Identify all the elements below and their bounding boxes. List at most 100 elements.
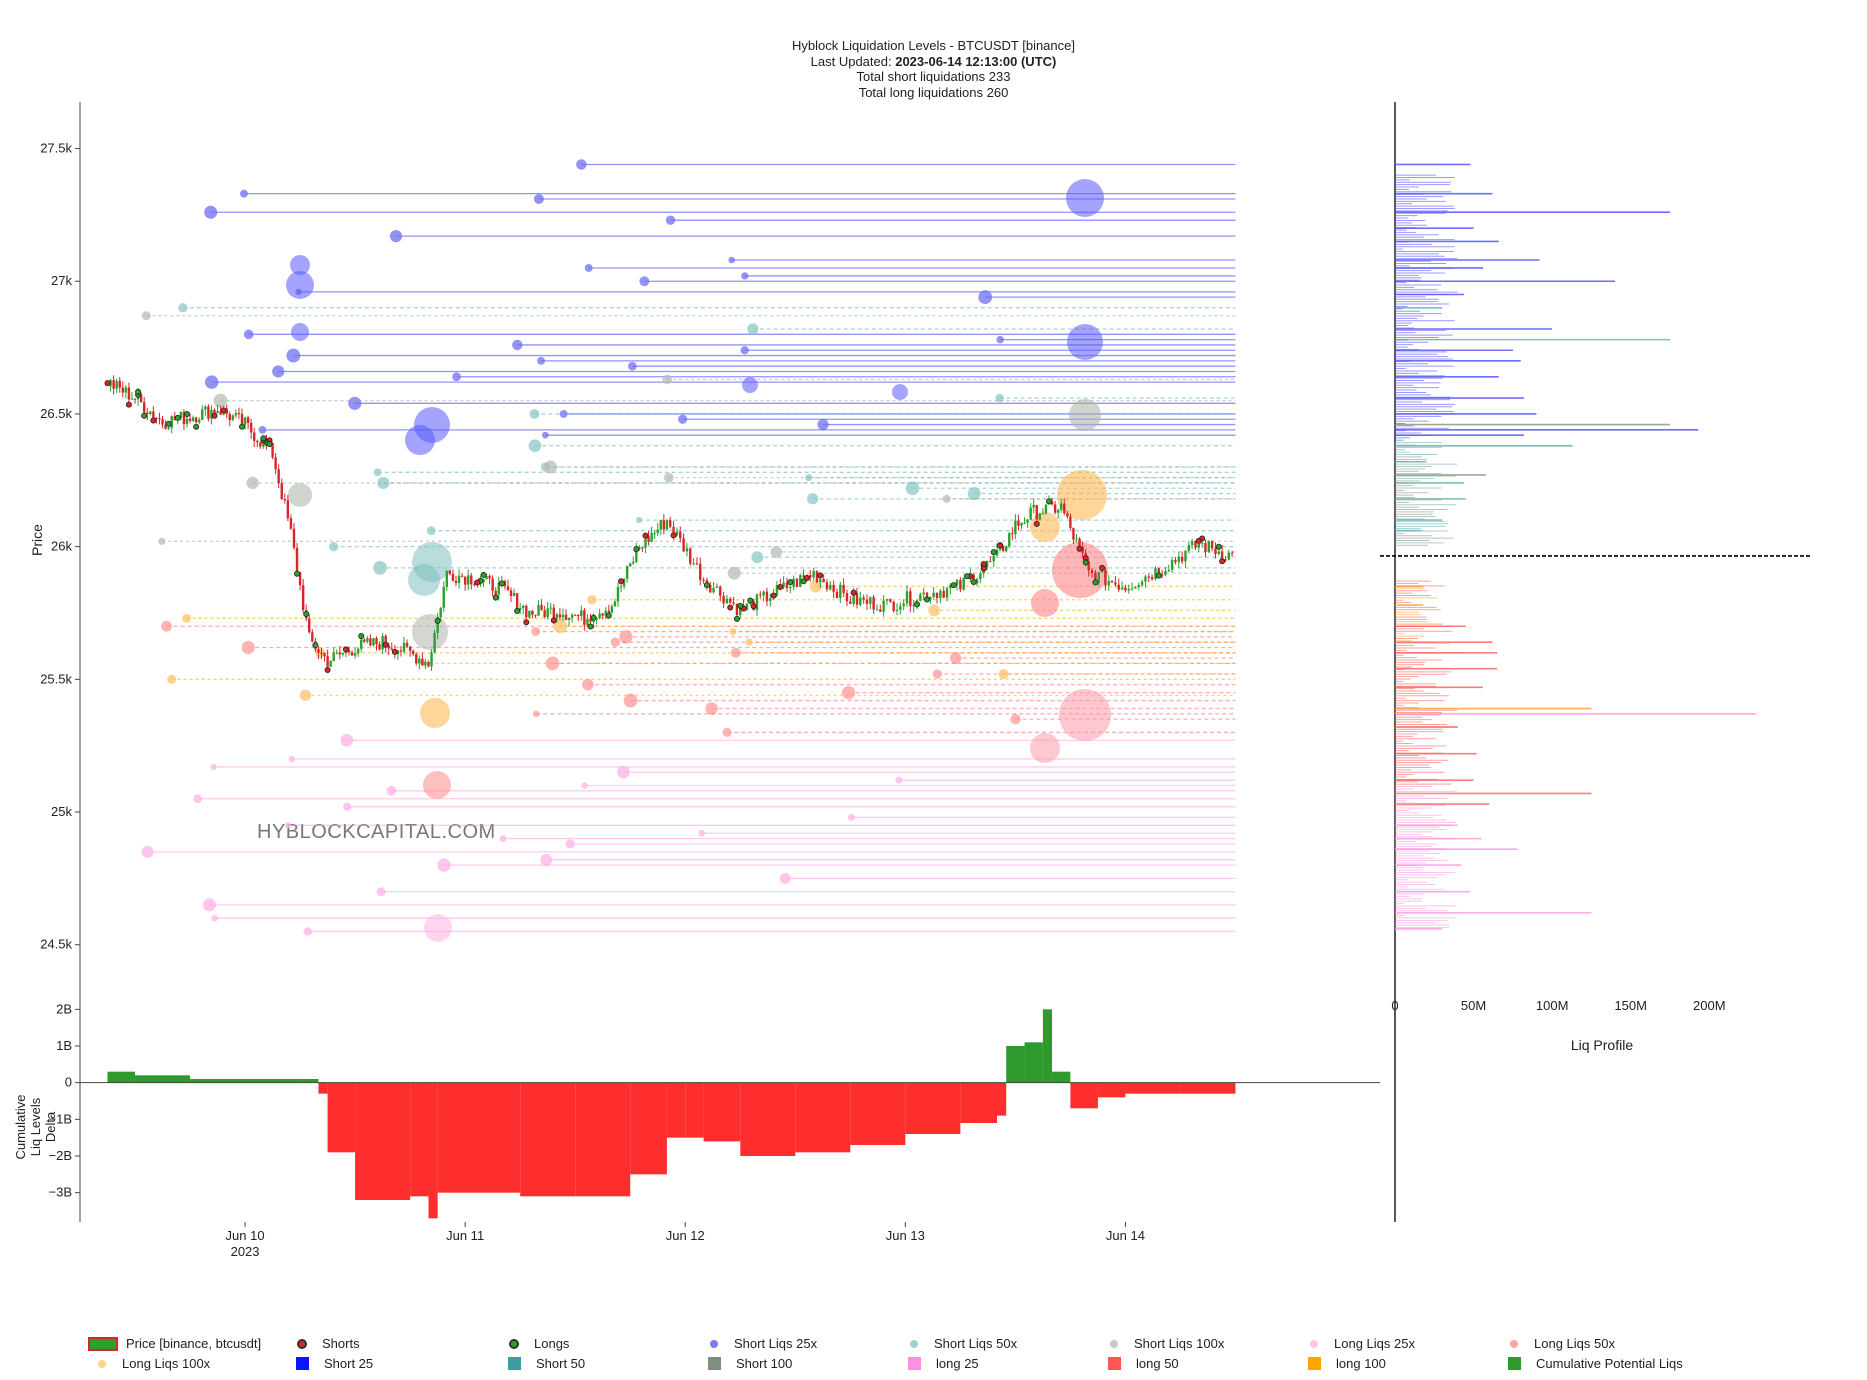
cum-delta-negative-bar: [355, 1082, 411, 1200]
price-candle-body: [1200, 543, 1204, 545]
legend-label: long 100: [1336, 1356, 1386, 1371]
cum-delta-negative-bar: [1180, 1082, 1236, 1094]
liq-bubble: [420, 698, 450, 728]
liq-level-origin-short-25x: [740, 346, 749, 355]
liq-level-origin-long-25x: [617, 765, 630, 779]
price-candle-body: [929, 596, 932, 600]
price-candle-body: [555, 614, 559, 619]
legend-item-long-50[interactable]: long 50: [1100, 1356, 1179, 1371]
price-candle-body: [271, 443, 274, 458]
legend-item-short-liqs-100x[interactable]: Short Liqs 100x: [1100, 1336, 1224, 1351]
price-candle-body: [564, 614, 568, 621]
legend-item-cumulative-potential-liqs[interactable]: Cumulative Potential Liqs: [1500, 1356, 1683, 1371]
long-marker: [312, 642, 319, 649]
price-candle-body: [842, 584, 845, 593]
price-candle-body: [1011, 533, 1014, 535]
legend-item-short-liqs-50x[interactable]: Short Liqs 50x: [900, 1336, 1017, 1351]
legend-item-short-100[interactable]: Short 100: [700, 1356, 792, 1371]
price-candle-body: [451, 573, 455, 581]
long-marker: [950, 582, 957, 589]
price-candle-body: [1035, 504, 1038, 520]
long-marker: [498, 580, 505, 587]
liq-level-origin-long-25x: [386, 785, 397, 796]
long-marker: [239, 423, 246, 430]
price-candle-body: [1078, 538, 1081, 548]
price-candle-body: [243, 417, 247, 425]
price-series: [104, 375, 1234, 674]
short-marker: [382, 641, 389, 648]
price-candle-body: [583, 610, 586, 625]
price-candle-body: [283, 498, 287, 501]
price-candle-body: [335, 652, 338, 654]
liq-level-origin-short-25x: [512, 339, 523, 351]
price-candle-body: [1094, 572, 1097, 583]
price-candle-body: [1230, 552, 1234, 554]
liq-level-origin-short-25x: [204, 375, 219, 389]
legend-item-short-25[interactable]: Short 25: [288, 1356, 373, 1371]
price-candle-body: [719, 586, 722, 596]
cum-delta-negative-bar: [575, 1082, 631, 1197]
legend-item-short-50[interactable]: Short 50: [500, 1356, 585, 1371]
price-candle-body: [237, 413, 241, 415]
price-candle-body: [702, 580, 705, 582]
price-candle-body: [127, 387, 131, 400]
long-marker: [733, 615, 740, 622]
legend-item-price-binance-btcusdt[interactable]: Price [binance, btcusdt]: [88, 1336, 261, 1351]
price-candle-body: [932, 592, 935, 597]
legend-item-short-liqs-25x[interactable]: Short Liqs 25x: [700, 1336, 817, 1351]
liq-level-origin-long-25x: [847, 813, 856, 821]
legend-item-long-100[interactable]: long 100: [1300, 1356, 1386, 1371]
price-candle-body: [363, 639, 366, 642]
liq-level-origin-short-100x: [663, 472, 674, 483]
price-candle-body: [1081, 547, 1084, 554]
legend-label: Short Liqs 25x: [734, 1336, 818, 1351]
price-candle-body: [570, 614, 574, 618]
price-candle-body: [1207, 541, 1210, 553]
price-candle-body: [115, 380, 118, 389]
price-candle-body: [979, 573, 982, 580]
cum-y-tick-label: 2B: [56, 1001, 72, 1016]
legend-item-long-liqs-25x[interactable]: Long Liqs 25x: [1300, 1336, 1415, 1351]
price-candle-body: [985, 561, 989, 568]
liq-level-origin-long-100x: [745, 638, 753, 646]
liq-level-origin-short-25x: [239, 189, 248, 198]
price-candle-body: [1147, 576, 1150, 578]
price-candle-body: [675, 531, 679, 536]
liq-level-origin-long-100x: [299, 689, 312, 701]
price-candle-body: [1160, 574, 1164, 576]
long-marker: [165, 420, 172, 427]
price-candle-body: [1184, 551, 1187, 562]
price-candle-body: [436, 617, 439, 633]
liq-level-origin-long-25x: [343, 802, 352, 811]
legend-item-shorts[interactable]: Shorts: [288, 1336, 360, 1351]
long-marker: [747, 597, 754, 604]
legend-item-longs[interactable]: Longs: [500, 1336, 569, 1351]
price-candle-body: [164, 424, 167, 429]
price-candle-body: [665, 520, 669, 530]
main-y-tick-label: 27.5k: [40, 141, 72, 156]
price-candle-body: [949, 585, 952, 589]
legend-swatch-marker: [509, 1338, 519, 1349]
price-candle-body: [494, 590, 497, 595]
price-candle-body: [1020, 522, 1023, 526]
profile-x-tick-label: 200M: [1693, 998, 1726, 1013]
legend-item-long-liqs-100x[interactable]: Long Liqs 100x: [88, 1356, 210, 1371]
long-marker: [135, 388, 142, 395]
price-candle-body: [130, 398, 134, 400]
legend-swatch-square: [508, 1357, 521, 1370]
liq-level-origin-long-50x: [950, 652, 962, 664]
liquidation-chart-svg[interactable]: 27.5k 27k 26.5k 26k 25.5k 25k 24.5k Price Jun 10…: [0, 0, 1867, 1330]
price-candle-body: [1053, 504, 1057, 513]
legend-label: Longs: [534, 1336, 570, 1351]
price-candle-body: [121, 387, 124, 393]
legend-item-long-liqs-50x[interactable]: Long Liqs 50x: [1500, 1336, 1615, 1351]
cum-delta-negative-bar: [437, 1082, 521, 1193]
cum-delta-positive-bar: [135, 1075, 191, 1083]
legend-item-long-25[interactable]: long 25: [900, 1356, 979, 1371]
price-candle-body: [509, 590, 513, 596]
price-candle-body: [598, 613, 601, 619]
price-candle-body: [552, 607, 556, 619]
price-candle-body: [360, 639, 363, 649]
liq-bubble: [423, 771, 451, 799]
liq-level-origin-short-50x: [529, 408, 540, 419]
